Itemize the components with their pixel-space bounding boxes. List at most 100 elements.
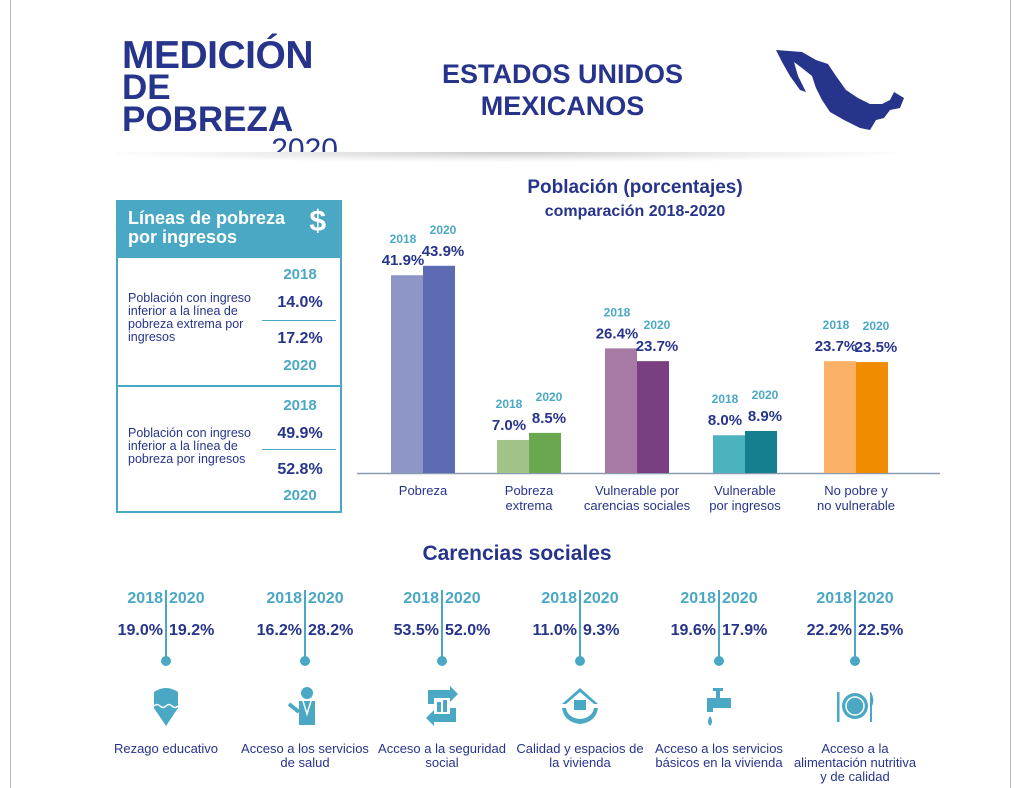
category-label: Pobreza xyxy=(505,483,554,498)
category-label: extrema xyxy=(506,498,554,513)
bar-2020 xyxy=(423,265,455,473)
category-label: Pobreza xyxy=(399,483,448,498)
value-2018: 16.2% xyxy=(256,622,302,639)
carencia-label: Acceso a la seguridad social xyxy=(378,741,506,770)
value-2020: 17.2% xyxy=(277,330,323,347)
bar-2018 xyxy=(605,348,637,473)
bar-year-label: 2018 xyxy=(712,392,739,406)
year-2018: 2018 xyxy=(680,590,716,607)
section-divider xyxy=(262,449,336,450)
bar-value-label: 23.7% xyxy=(815,338,858,355)
doctor-icon xyxy=(287,687,315,725)
page-edge-right xyxy=(1010,0,1011,788)
carencia-label: Acceso a los servicios básicos en la viv… xyxy=(655,741,783,770)
pencil-icon xyxy=(153,688,179,726)
carencias-title: Carencias sociales xyxy=(422,542,612,565)
population-bar-chart: 41.9% 2018 43.9% 2020 Pobreza 7.0% 2018 8.5% 202… xyxy=(357,223,940,513)
country-line1: ESTADOS UNIDOS xyxy=(441,59,684,89)
panel-title: Líneas de pobreza por ingresos xyxy=(128,208,286,247)
bar-2020 xyxy=(529,432,561,473)
value-2018: 49.9% xyxy=(277,425,323,442)
stem-dot xyxy=(714,656,724,666)
stem-line xyxy=(579,590,581,658)
panel-section-poverty: Población con ingreso inferior a la líne… xyxy=(118,385,340,514)
year-2018: 2018 xyxy=(266,590,302,607)
stem-line xyxy=(304,590,306,658)
category-label: por ingresos xyxy=(709,498,781,513)
value-2018: 53.5% xyxy=(393,622,439,639)
value-2018: 19.0% xyxy=(117,622,163,639)
bar-2018 xyxy=(713,435,745,473)
bar-value-label: 8.0% xyxy=(708,412,742,429)
year-2020: 2020 xyxy=(722,590,758,607)
category-label: Vulnerable por xyxy=(595,483,680,498)
bar-value-label: 7.0% xyxy=(492,417,526,434)
category-label: carencias sociales xyxy=(584,498,691,513)
bar-value-label: 23.7% xyxy=(636,338,679,355)
bar-year-label: 2020 xyxy=(536,390,563,404)
bar-value-label: 26.4% xyxy=(596,325,639,342)
bar-value-label: 8.5% xyxy=(532,410,566,427)
value-2018: 14.0% xyxy=(277,294,323,311)
category-label: No pobre y xyxy=(824,483,888,498)
chart-title: Población (porcentajes) xyxy=(527,177,743,198)
value-2018: 22.2% xyxy=(806,622,852,639)
page-edge-left xyxy=(10,0,11,788)
year-2018: 2018 xyxy=(127,590,163,607)
mexico-map-icon xyxy=(776,50,904,130)
bar-year-label: 2018 xyxy=(390,232,417,246)
value-2020: 17.9% xyxy=(722,622,768,639)
carencia-label: Calidad y espacios de la vivienda xyxy=(516,741,644,770)
logo-line2: DE POBREZA xyxy=(122,68,294,139)
stem-dot xyxy=(437,656,447,666)
faucet-icon xyxy=(707,688,731,726)
panel-section-extreme: Población con ingreso inferior a la líne… xyxy=(118,256,340,385)
stem-dot xyxy=(161,656,171,666)
bar-2020 xyxy=(856,362,888,473)
year-2020: 2020 xyxy=(283,487,317,504)
value-2018: 19.6% xyxy=(670,622,716,639)
bar-value-label: 8.9% xyxy=(748,408,782,425)
bar-value-label: 43.9% xyxy=(422,243,465,260)
panel-header: Líneas de pobreza por ingresos $ xyxy=(118,202,340,256)
bar-2018 xyxy=(391,275,423,473)
year-2020: 2020 xyxy=(283,357,317,374)
carencia-label: Acceso a los servicios de salud xyxy=(241,741,369,770)
carencia-label: Acceso a la alimentación nutritiva y de … xyxy=(793,741,917,784)
bar-year-label: 2018 xyxy=(496,397,523,411)
bar-value-label: 41.9% xyxy=(382,252,425,269)
year-2020: 2020 xyxy=(445,590,481,607)
stem-line xyxy=(718,590,720,658)
section-description: Población con ingreso inferior a la líne… xyxy=(128,291,251,344)
year-2020: 2020 xyxy=(169,590,205,607)
income-poverty-panel: Líneas de pobreza por ingresos $ Poblaci… xyxy=(116,200,342,513)
year-2018: 2018 xyxy=(541,590,577,607)
chart-subtitle: comparación 2018-2020 xyxy=(544,203,726,220)
section-description: Población con ingreso inferior a la líne… xyxy=(128,426,251,466)
carencia-label: Rezago educativo xyxy=(113,741,219,756)
year-2020: 2020 xyxy=(308,590,344,607)
plate-icon xyxy=(837,692,874,722)
chart-title-block: Población (porcentajes) comparación 2018… xyxy=(460,177,810,221)
dollar-icon: $ xyxy=(309,205,326,238)
category-label: Vulnerable xyxy=(714,483,776,498)
year-2018: 2018 xyxy=(816,590,852,607)
stem-dot xyxy=(850,656,860,666)
bar-2018 xyxy=(824,361,856,473)
country-line2: MEXICANOS xyxy=(480,91,645,121)
value-2018: 11.0% xyxy=(532,622,577,639)
year-2018: 2018 xyxy=(403,590,439,607)
bar-2020 xyxy=(637,361,669,473)
bar-year-label: 2020 xyxy=(863,319,890,333)
stem-dot xyxy=(300,656,310,666)
country-title: ESTADOS UNIDOS MEXICANOS xyxy=(400,58,725,122)
logo-line1: MEDICIÓN xyxy=(122,34,314,77)
header-divider xyxy=(115,152,895,162)
year-2020: 2020 xyxy=(858,590,894,607)
bar-year-label: 2020 xyxy=(752,388,779,402)
bar-year-label: 2018 xyxy=(604,305,631,319)
stem-line xyxy=(441,590,443,658)
social-security-icon xyxy=(426,686,458,726)
bar-year-label: 2018 xyxy=(823,318,850,332)
year-2018: 2018 xyxy=(283,266,317,283)
